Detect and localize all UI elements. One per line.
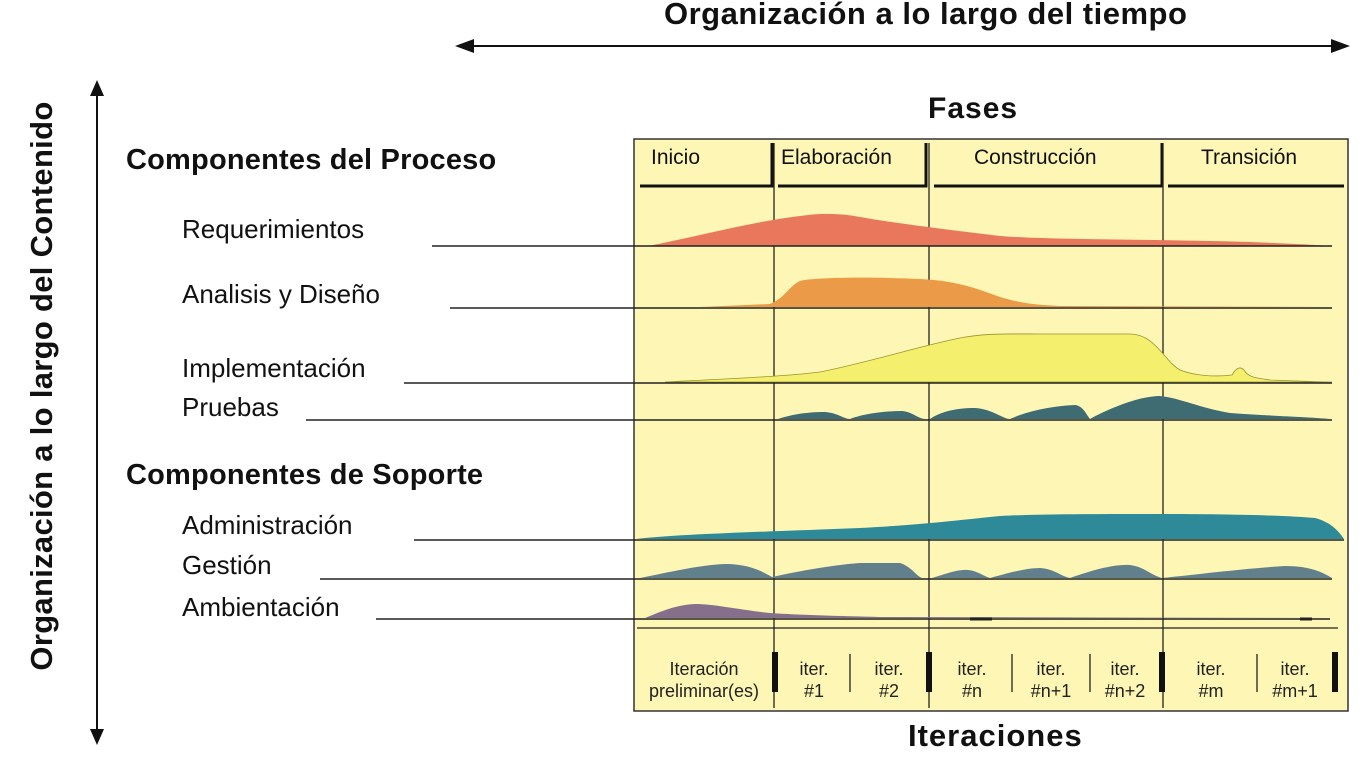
ambientacion-curve [645,604,1330,618]
iteration-line2: #m [1198,681,1224,701]
phase-bracket-inicio [640,143,774,188]
iteration-m: iter. #m [1167,658,1255,702]
time-arrow-left-head [455,39,474,53]
gestion-curve [640,563,1332,578]
iteration-line2: #n [961,681,983,701]
iteration-line1: iter. [1196,659,1226,679]
workflow-pruebas: Pruebas [182,392,279,422]
iteration-line1: iter. [957,659,987,679]
iteration-line1: iter. [1280,659,1310,679]
content-axis-title: Organización a lo largo del Contenido [24,101,59,671]
administracion-curve [636,514,1344,539]
iteration-divider-thick [772,652,778,692]
iteration-line1: iter. [799,659,829,679]
analisis-curve [700,277,1330,307]
iterations-header: Iteraciones [908,718,1083,753]
workflow-administracion: Administración [182,510,353,540]
phases-header: Fases [928,92,1019,125]
phase-transicion: Transición [1201,146,1298,169]
iteration-line2: #n+1 [1030,681,1072,701]
iteration-m-plus-1: iter. #m+1 [1259,658,1331,702]
iteration-n-plus-2: iter. #n+2 [1092,658,1158,702]
iteration-line2: preliminar(es) [648,681,760,701]
iteration-line2: #1 [803,681,825,701]
iteration-divider-thick [1332,652,1338,692]
iteration-1: iter. #1 [780,658,848,702]
iteration-divider-thick [1159,652,1165,692]
phase-bracket-construccion [934,143,1164,188]
iteration-2: iter. #2 [852,658,926,702]
requerimientos-curve [648,213,1330,246]
iteration-line2: #2 [878,681,900,701]
iteration-line1: Iteración [669,659,739,679]
process-components-heading: Componentes del Proceso [126,144,497,176]
content-arrow-bottom-head [90,729,104,745]
iteration-line2: #m+1 [1272,681,1318,701]
time-arrow-right-head [1331,39,1350,53]
implementacion-curve [664,333,1333,383]
iteration-line2: #n+2 [1104,681,1146,701]
workflow-gestion: Gestión [182,550,272,580]
iteration-n-plus-1: iter. #n+1 [1014,658,1088,702]
time-axis-title: Organización a lo largo del tiempo [664,0,1188,31]
iteration-divider-thick [926,652,932,692]
iteration-line1: iter. [1110,659,1140,679]
iteration-line1: iter. [1036,659,1066,679]
iteration-n: iter. #n [934,658,1010,702]
pruebas-curve [778,396,1330,419]
phase-construccion: Construcción [974,146,1097,169]
workflow-requerimientos: Requerimientos [182,214,365,244]
phase-bracket-elaboracion [778,143,928,188]
workflow-implementacion: Implementación [182,353,366,383]
iteration-preliminar: Iteración preliminar(es) [636,658,772,702]
workflow-analisis-diseno: Analisis y Diseño [182,279,380,309]
support-components-heading: Componentes de Soporte [126,459,484,491]
phase-elaboracion: Elaboración [781,146,892,169]
phase-inicio: Inicio [651,146,701,169]
content-arrow-top-head [90,80,104,96]
iteration-line1: iter. [874,659,904,679]
phases-panel [633,138,1349,712]
workflow-ambientacion: Ambientación [182,592,340,622]
